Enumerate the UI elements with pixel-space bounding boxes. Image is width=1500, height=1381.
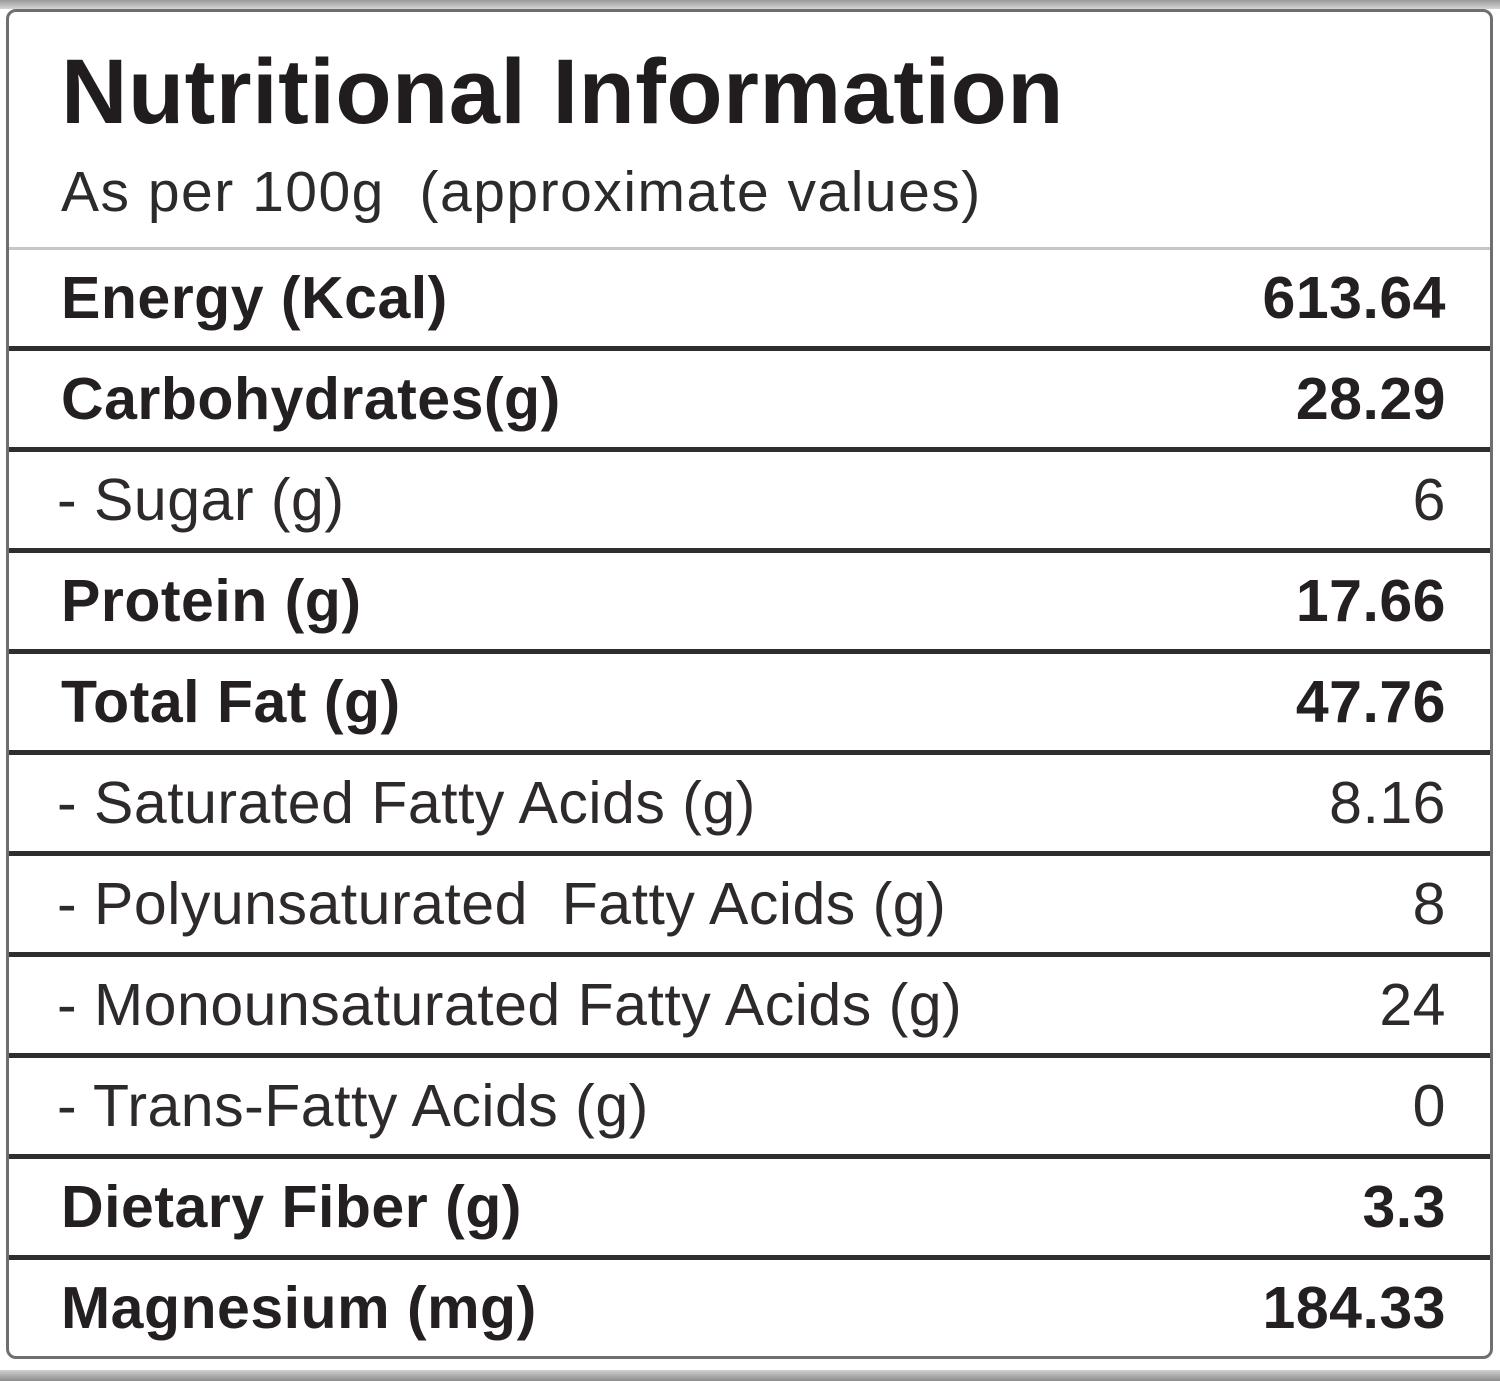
nutrient-label: Dietary Fiber (g)	[61, 1174, 522, 1240]
nutrient-value: 8.16	[1329, 770, 1446, 836]
table-row-energy: Energy (Kcal) 613.64	[9, 250, 1490, 346]
table-row-protein: Protein (g) 17.66	[9, 548, 1490, 649]
label-title: Nutritional Information	[61, 41, 1064, 143]
table-row-carbohydrates: Carbohydrates(g) 28.29	[9, 346, 1490, 447]
nutrient-label: - Saturated Fatty Acids (g)	[57, 770, 756, 836]
nutrient-label: Total Fat (g)	[61, 669, 401, 735]
nutrition-table: Energy (Kcal) 613.64 Carbohydrates(g) 28…	[9, 250, 1490, 1356]
nutrient-label: - Sugar (g)	[57, 467, 345, 533]
table-row-total-fat: Total Fat (g) 47.76	[9, 649, 1490, 750]
nutrient-value: 17.66	[1295, 568, 1446, 634]
nutrient-value: 28.29	[1295, 366, 1446, 432]
nutrient-label: Magnesium (mg)	[61, 1275, 537, 1341]
table-row-saturated-fatty-acids: - Saturated Fatty Acids (g) 8.16	[9, 750, 1490, 851]
nutrient-value: 613.64	[1262, 265, 1446, 331]
label-subtitle: As per 100g (approximate values)	[61, 160, 982, 224]
table-row-sugar: - Sugar (g) 6	[9, 447, 1490, 548]
table-row-magnesium: Magnesium (mg) 184.33	[9, 1255, 1490, 1356]
nutrient-label: - Trans-Fatty Acids (g)	[57, 1073, 649, 1139]
label-header: Nutritional Information As per 100g (app…	[9, 12, 1490, 250]
nutrient-value: 47.76	[1295, 669, 1446, 735]
nutrient-value: 6	[1412, 467, 1446, 533]
nutrition-label: Nutritional Information As per 100g (app…	[6, 9, 1493, 1359]
table-row-dietary-fiber: Dietary Fiber (g) 3.3	[9, 1154, 1490, 1255]
nutrient-value: 3.3	[1362, 1174, 1446, 1240]
nutrient-value: 24	[1379, 972, 1446, 1038]
photo-edge-top	[0, 0, 1500, 9]
nutrient-value: 0	[1412, 1073, 1446, 1139]
nutrient-label: - Polyunsaturated Fatty Acids (g)	[57, 871, 947, 937]
nutrient-label: - Monounsaturated Fatty Acids (g)	[57, 972, 963, 1038]
table-row-polyunsaturated-fatty-acids: - Polyunsaturated Fatty Acids (g) 8	[9, 851, 1490, 952]
photo-edge-bottom	[0, 1370, 1500, 1381]
table-row-monounsaturated-fatty-acids: - Monounsaturated Fatty Acids (g) 24	[9, 952, 1490, 1053]
nutrient-value: 8	[1412, 871, 1446, 937]
nutrient-label: Protein (g)	[61, 568, 362, 634]
nutrient-label: Carbohydrates(g)	[61, 366, 561, 432]
nutrient-label: Energy (Kcal)	[61, 265, 448, 331]
table-row-trans-fatty-acids: - Trans-Fatty Acids (g) 0	[9, 1053, 1490, 1154]
nutrient-value: 184.33	[1262, 1275, 1446, 1341]
